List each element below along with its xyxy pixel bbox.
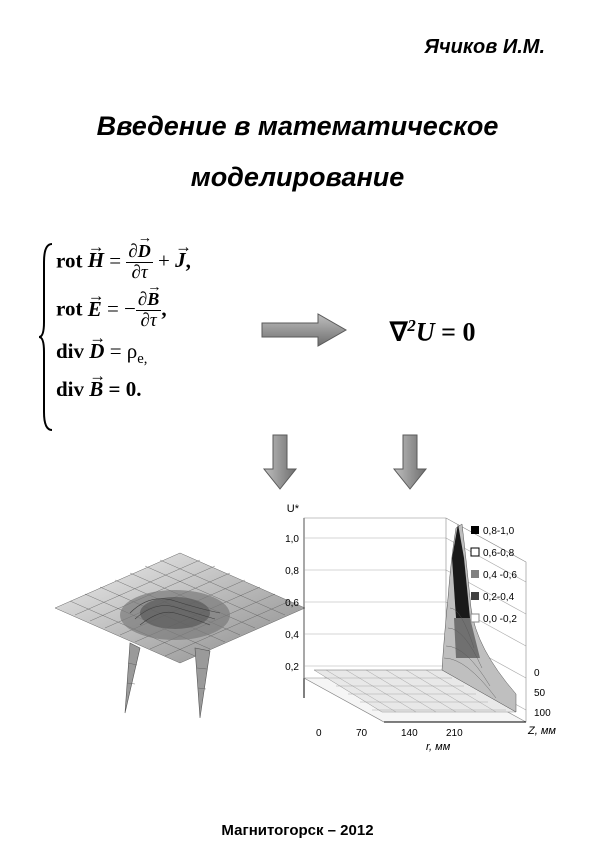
y-axis-label: U* (287, 503, 300, 515)
svg-text:70: 70 (356, 728, 368, 739)
svg-text:0: 0 (316, 728, 322, 739)
curly-brace-icon (38, 242, 56, 432)
svg-text:1,0: 1,0 (285, 534, 299, 545)
footer-imprint: Магнитогорск – 2012 (0, 822, 595, 839)
svg-text:210: 210 (446, 728, 463, 739)
svg-text:0,6: 0,6 (285, 598, 299, 609)
x-axis-label: r, мм (426, 741, 451, 753)
svg-text:0,4 -0,6: 0,4 -0,6 (483, 570, 517, 581)
surface-chart-3d: U* 1,0 0,8 0,6 0,4 0,2 0 70 140 210 r, м… (266, 498, 561, 758)
equation-3: div →D = ρe, (56, 339, 235, 368)
equation-2: rot →E = −∂→B∂τ, (56, 290, 235, 331)
laplace-equation: ∇2U = 0 (390, 316, 475, 348)
svg-text:0,0 -0,2: 0,0 -0,2 (483, 614, 517, 625)
arrow-down-left-icon (260, 433, 300, 493)
svg-text:100: 100 (534, 708, 551, 719)
svg-text:0,6-0,8: 0,6-0,8 (483, 548, 515, 559)
author-name: Ячиков И.М. (40, 36, 555, 59)
equation-1: rot →H = ∂→D∂τ + →J, (56, 242, 235, 283)
svg-text:140: 140 (401, 728, 418, 739)
svg-text:0,8: 0,8 (285, 566, 299, 577)
svg-text:0,2: 0,2 (285, 662, 299, 673)
arrow-right-icon (260, 310, 350, 350)
svg-text:0,4: 0,4 (285, 630, 299, 641)
svg-text:0: 0 (534, 668, 540, 679)
svg-text:0,2-0,4: 0,2-0,4 (483, 592, 515, 603)
arrow-down-right-icon (390, 433, 430, 493)
title-line-2: моделирование (191, 162, 405, 192)
svg-text:0,8-1,0: 0,8-1,0 (483, 526, 515, 537)
z-axis-label: Z, мм (527, 725, 556, 737)
document-title: Введение в математическое моделирование (40, 101, 555, 204)
svg-text:50: 50 (534, 688, 546, 699)
chart-legend: 0,8-1,0 0,6-0,8 0,4 -0,6 0,2-0,4 0,0 -0,… (471, 526, 517, 625)
figure-area: rot →H = ∂→D∂τ + →J, rot →E = −∂→B∂τ, di… (40, 238, 555, 758)
page-root: Ячиков И.М. Введение в математическое мо… (0, 0, 595, 867)
title-line-1: Введение в математическое (97, 111, 499, 141)
equation-4: div →B = 0. (56, 377, 235, 402)
maxwell-equations: rot →H = ∂→D∂τ + →J, rot →E = −∂→B∂τ, di… (40, 242, 235, 410)
